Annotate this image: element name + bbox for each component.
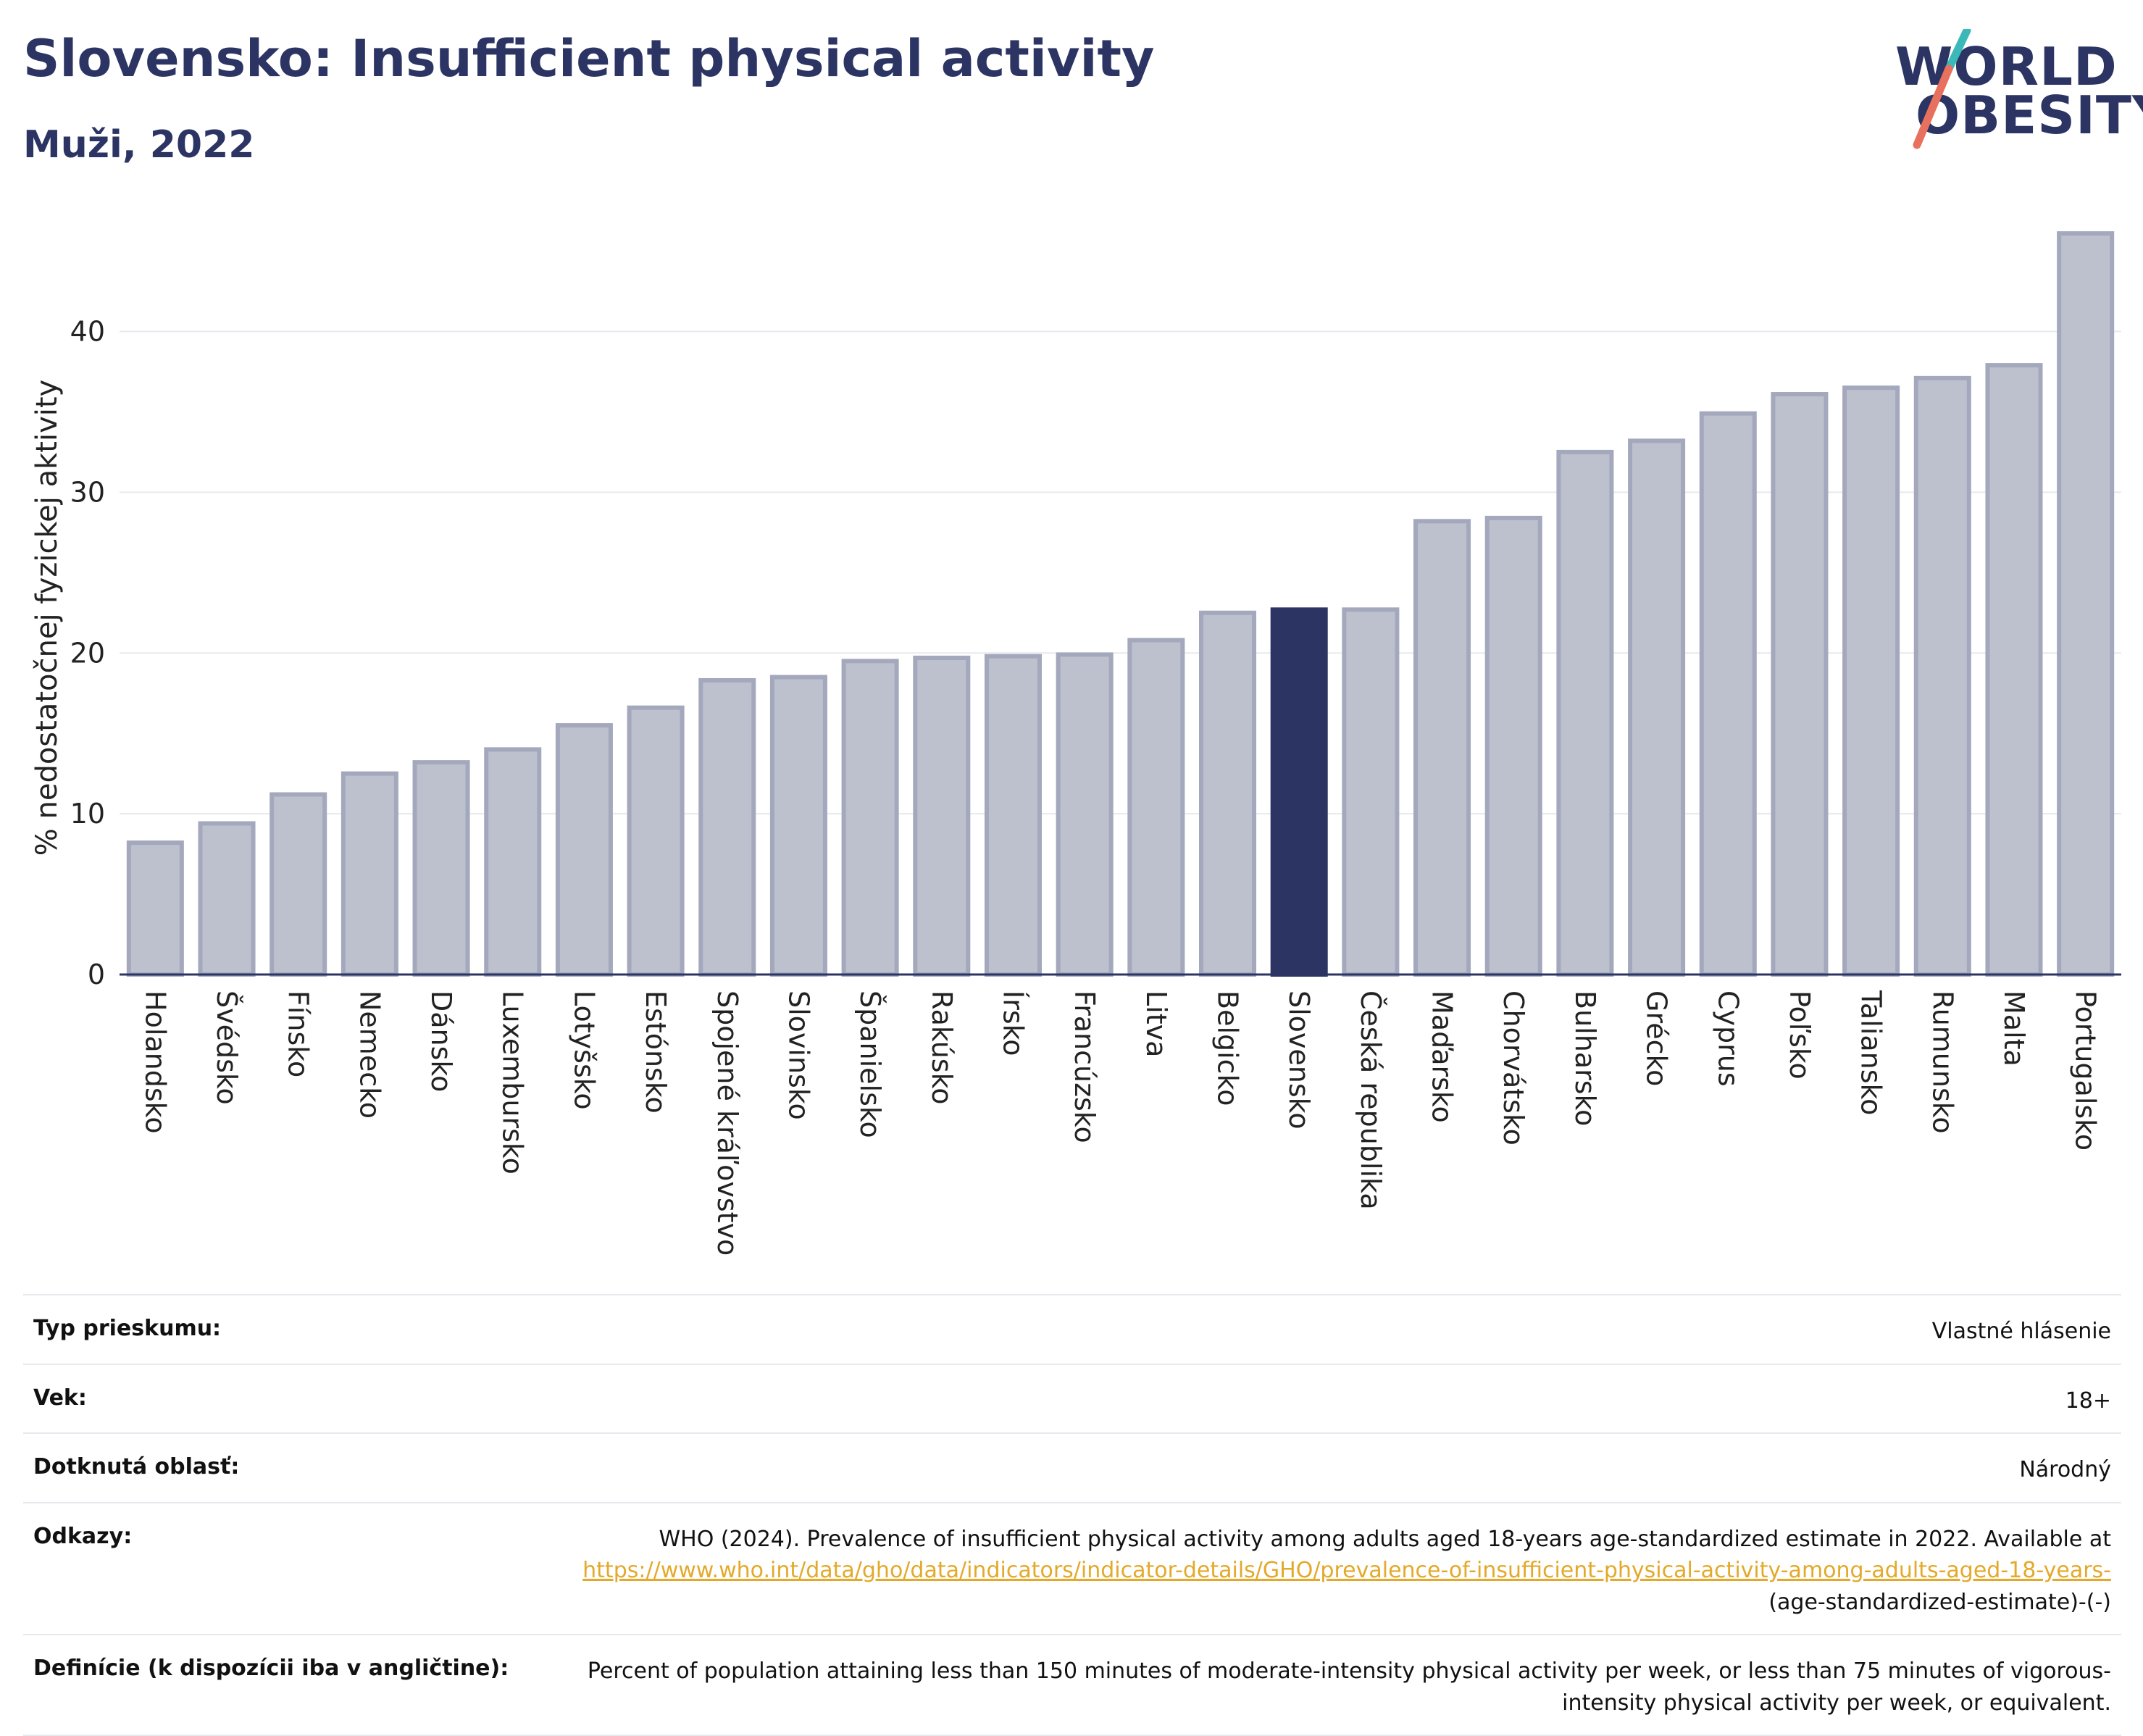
x-tick-label: Taliansko: [1855, 990, 1887, 1115]
bar-chart: 0 10 20 30 40% nedostatočnej fyzickej aktivi…: [30, 231, 2121, 1256]
reference-link[interactable]: https://www.who.int/data/gho/data/indica…: [582, 1558, 2111, 1583]
bar: [1913, 375, 1971, 977]
x-tick-label: Česká republika: [1355, 990, 1387, 1210]
x-tick-label: Litva: [1140, 990, 1172, 1057]
details-value: Vlastné hlásenie: [1931, 1319, 2111, 1344]
details-value: Percent of population attaining less tha…: [587, 1658, 2111, 1716]
bar: [270, 792, 327, 977]
x-tick-label: Portugalsko: [2070, 990, 2102, 1151]
details-value: WHO (2024). Prevalence of insufficient p…: [553, 1524, 2111, 1619]
x-tick-label: Bulharsko: [1569, 990, 1601, 1126]
x-tick-label: Dánsko: [425, 990, 457, 1092]
logo-line-2: OBESITY: [1916, 85, 2143, 146]
bar: [1127, 638, 1185, 977]
bar: [1270, 607, 1328, 977]
y-tick-label: 0: [88, 959, 105, 990]
x-tick-label: Rumunsko: [1926, 990, 1958, 1134]
details-row-area: Dotknutá oblasť: Národný: [23, 1432, 2121, 1502]
bar: [1199, 610, 1257, 977]
bar: [1056, 652, 1114, 977]
x-tick-label: Slovinsko: [782, 990, 814, 1120]
bar: [1413, 519, 1471, 977]
bar: [627, 705, 685, 977]
bar: [555, 723, 613, 977]
details-row-references: Odkazy: WHO (2024). Prevalence of insuff…: [23, 1501, 2121, 1635]
x-tick-label: Írsko: [997, 990, 1029, 1056]
x-tick-label: Lotyšsko: [568, 990, 600, 1110]
bar: [1842, 385, 1900, 977]
bar: [126, 840, 184, 977]
details-value: 18+: [2065, 1387, 2111, 1414]
x-tick-label: Maďarsko: [1426, 990, 1458, 1123]
x-tick-label: Španielsko: [854, 990, 886, 1138]
bar: [484, 747, 542, 977]
world-obesity-logo: WORLD OBESITY: [1884, 29, 2143, 152]
x-tick-label: Spojené kráľovstvo: [711, 990, 743, 1256]
bar: [198, 821, 256, 977]
bar: [1484, 515, 1542, 977]
details-row-survey-type: Typ prieskumu: Vlastné hlásenie: [23, 1294, 2121, 1364]
bar: [1699, 411, 1757, 977]
bar: [698, 677, 756, 977]
details-table: Typ prieskumu: Vlastné hlásenie Vek: 18+…: [23, 1294, 2121, 1736]
logo-slash-icon: [1913, 29, 1971, 149]
bar: [412, 760, 470, 977]
bar: [913, 655, 971, 977]
page-subtitle: Muži, 2022: [23, 123, 255, 167]
page-title: Slovensko: Insufficient physical activit…: [23, 29, 1155, 88]
x-tick-label: Holandsko: [139, 990, 171, 1134]
y-tick-label: 30: [70, 476, 105, 508]
x-tick-label: Cyprus: [1712, 990, 1744, 1087]
details-key: Vek:: [33, 1385, 87, 1411]
details-row-definitions: Definície (k dispozícii iba v angličtine…: [23, 1634, 2121, 1736]
x-tick-label: Rakúsko: [926, 990, 958, 1104]
bar: [841, 659, 899, 977]
bar: [769, 675, 827, 977]
x-tick-label: Chorvátsko: [1497, 990, 1529, 1145]
bar: [984, 654, 1042, 977]
y-tick-label: 20: [70, 637, 105, 669]
bar: [1771, 392, 1829, 977]
y-tick-label: 40: [70, 316, 105, 348]
details-key: Typ prieskumu:: [33, 1316, 222, 1341]
details-key: Definície (k dispozícii iba v angličtine…: [33, 1656, 509, 1681]
details-key: Dotknutá oblasť:: [33, 1454, 240, 1480]
details-value: Národný: [2019, 1457, 2111, 1482]
bar: [1985, 363, 2043, 977]
bar: [2057, 231, 2115, 977]
y-axis-label: % nedostatočnej fyzickej aktivity: [30, 380, 64, 856]
x-tick-label: Grécko: [1641, 990, 1673, 1086]
reference-text: WHO (2024). Prevalence of insufficient p…: [659, 1526, 2111, 1552]
x-tick-label: Malta: [1998, 990, 2030, 1067]
bar: [1342, 607, 1400, 977]
x-tick-label: Fínsko: [283, 990, 314, 1077]
details-key: Odkazy:: [33, 1523, 133, 1549]
bar: [341, 771, 398, 977]
x-tick-label: Estónsko: [640, 990, 672, 1114]
bar: [1556, 449, 1614, 977]
x-tick-label: Nemecko: [354, 990, 385, 1119]
y-tick-label: 10: [70, 798, 105, 830]
x-tick-label: Poľsko: [1784, 990, 1816, 1080]
x-tick-label: Francúzsko: [1069, 990, 1100, 1143]
x-tick-label: Belgicko: [1212, 990, 1244, 1106]
bar: [1628, 438, 1686, 977]
x-tick-label: Luxembursko: [497, 990, 529, 1174]
logo-line-1: WORLD: [1895, 36, 2118, 97]
details-row-age: Vek: 18+: [23, 1363, 2121, 1433]
x-tick-label: Slovensko: [1283, 990, 1315, 1130]
x-tick-label: Švédsko: [211, 990, 243, 1105]
reference-text-after: (age-standardized-estimate)-(-): [1768, 1589, 2111, 1615]
